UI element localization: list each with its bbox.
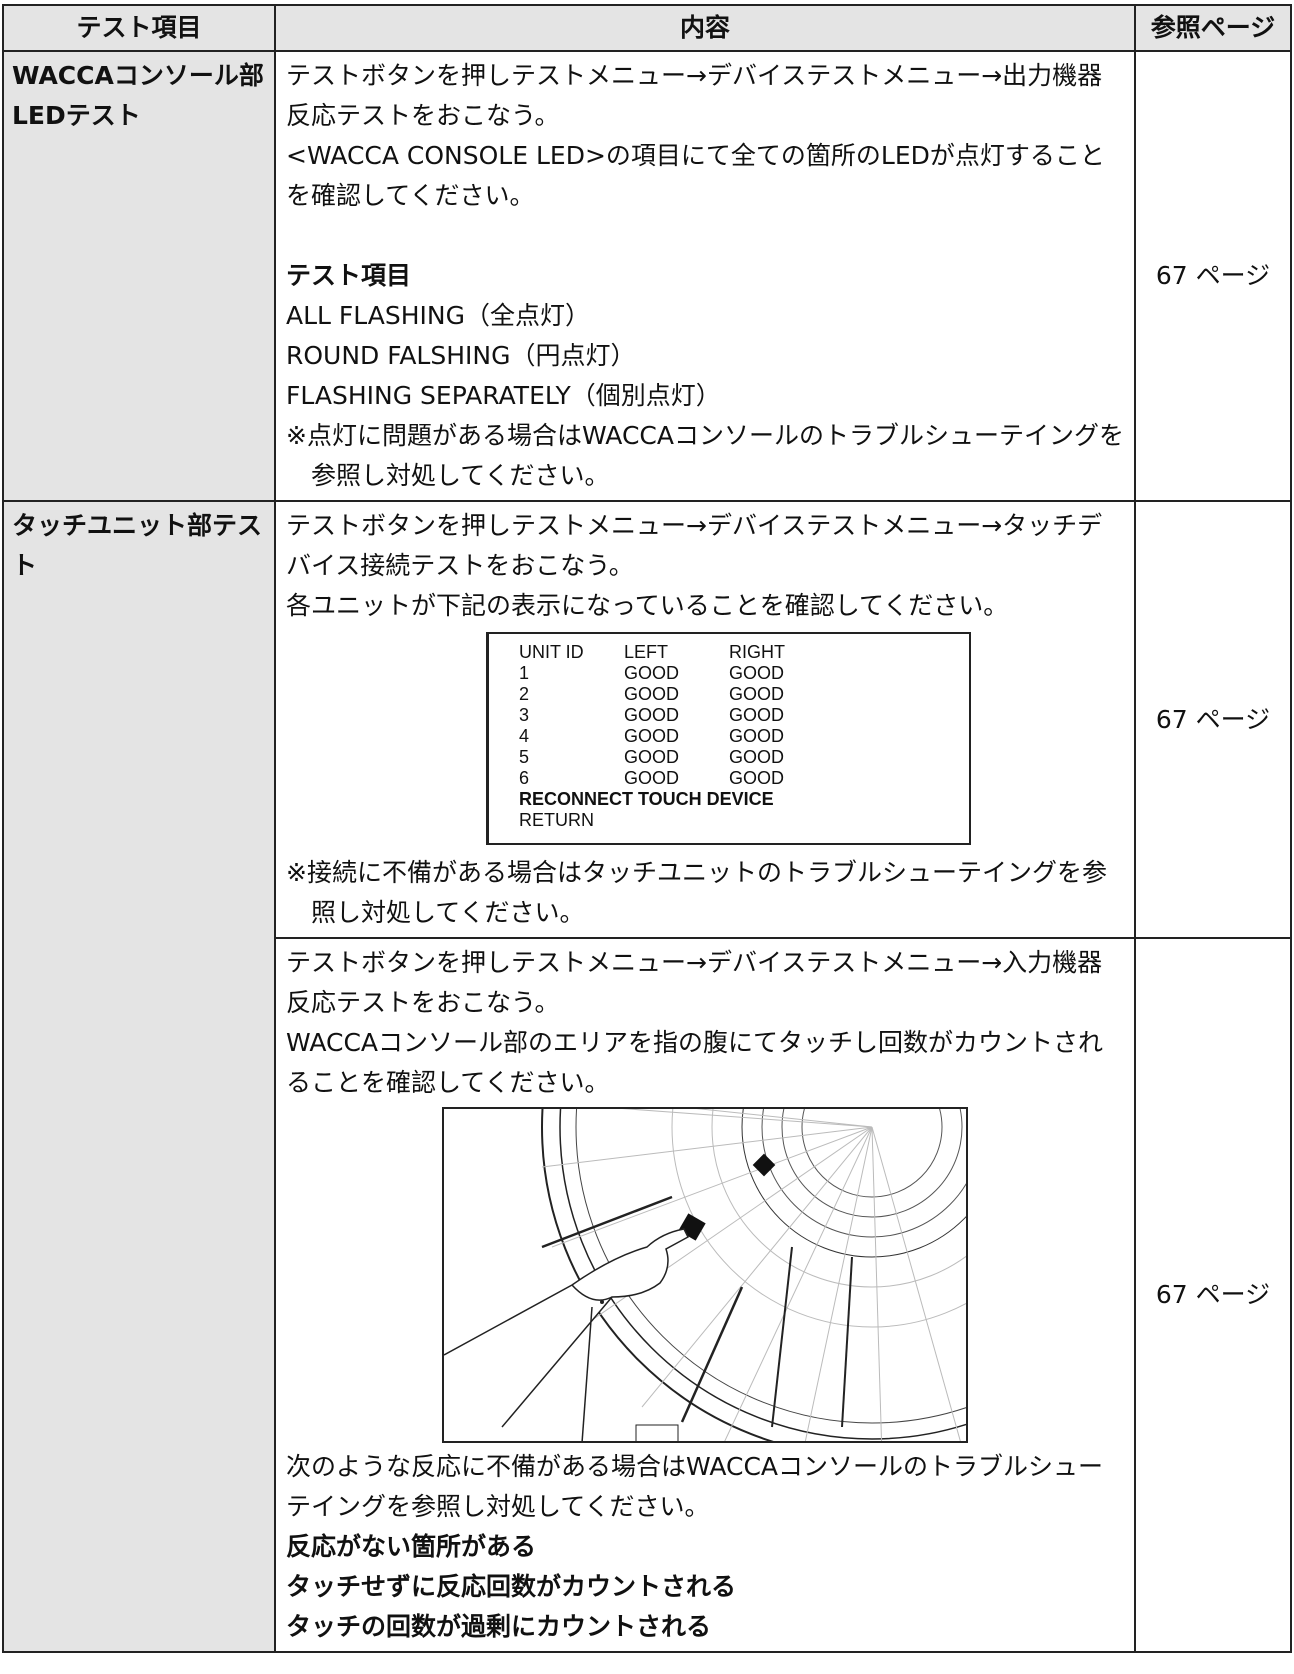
screen-cell: GOOD <box>624 768 680 788</box>
paragraph: テストボタンを押しテストメニュー→デバイステストメニュー→タッチデバイス接続テス… <box>286 511 1103 580</box>
paragraph: テストボタンを押しテストメニュー→デバイステストメニュー→出力機器反応テストをお… <box>286 61 1103 130</box>
screen-row: UNIT ID LEFT RIGHT <box>519 642 969 663</box>
screen-cell: GOOD <box>729 663 785 683</box>
screen-cell: 3 <box>519 705 530 725</box>
screen-cell: GOOD <box>729 684 785 704</box>
line: FLASHING SEPARATELY（個別点灯） <box>286 381 721 410</box>
screen-row: 6 GOOD GOOD <box>519 768 969 789</box>
screen-cell: GOOD <box>624 747 680 767</box>
paragraph: テストボタンを押しテストメニュー→デバイステストメニュー→入力機器反応テストをお… <box>286 948 1103 1017</box>
page-cell: 67 ページ <box>1134 500 1292 939</box>
item-cell: タッチユニット部テスト <box>2 500 276 1653</box>
page-cell: 67 ページ <box>1134 50 1292 502</box>
row: WACCAコンソール部LEDテスト テストボタンを押しテストメニュー→デバイステ… <box>2 50 1292 502</box>
screen-line: RECONNECT TOUCH DEVICE <box>519 789 774 809</box>
screen-cell: GOOD <box>729 747 785 767</box>
paragraph: <WACCA CONSOLE LED>の項目にて全ての箇所のLEDが点灯すること… <box>286 141 1105 210</box>
screen-line: RETURN <box>519 810 594 830</box>
screen-cell: 5 <box>519 747 530 767</box>
content-cell: テストボタンを押しテストメニュー→デバイステストメニュー→出力機器反応テストをお… <box>274 50 1136 502</box>
screen-row: 4 GOOD GOOD <box>519 726 969 747</box>
line: ALL FLASHING（全点灯） <box>286 301 591 330</box>
bold-line: タッチの回数が過剰にカウントされる <box>286 1612 712 1641</box>
paragraph: 各ユニットが下記の表示になっていることを確認してください。 <box>286 591 1009 620</box>
screen-cell: LEFT <box>624 642 669 662</box>
paragraph: 次のような反応に不備がある場合はWACCAコンソールのトラブルシューテイングを参… <box>286 1452 1104 1521</box>
heading: テスト項目 <box>286 261 412 290</box>
screen-row: 5 GOOD GOOD <box>519 747 969 768</box>
note: ※点灯に問題がある場合はWACCAコンソールのトラブルシューテイングを参照し対処… <box>286 421 1124 490</box>
screen-cell: UNIT ID <box>519 642 584 662</box>
bold-line: タッチせずに反応回数がカウントされる <box>286 1572 737 1601</box>
screen-cell: GOOD <box>624 663 680 683</box>
illustration <box>442 1107 968 1443</box>
screen-cell: 6 <box>519 768 530 788</box>
header-cell: 参照ページ <box>1134 4 1292 52</box>
screen-cell: 1 <box>519 663 530 683</box>
bold-line: 反応がない箇所がある <box>286 1532 537 1561</box>
screen-cell: 2 <box>519 684 530 704</box>
item-cell: WACCAコンソール部LEDテスト <box>2 50 276 502</box>
screen-display: UNIT ID LEFT RIGHT 1 GOOD GOOD 2 GOOD GOOD 3 GOOD G… <box>486 632 971 845</box>
screen-cell: GOOD <box>729 705 785 725</box>
content-cell: テストボタンを押しテストメニュー→デバイステストメニュー→タッチデバイス接続テス… <box>274 500 1136 939</box>
screen-row: 3 GOOD GOOD <box>519 705 969 726</box>
screen-cell: GOOD <box>729 726 785 746</box>
test-table: テスト項目 内容 参照ページ WACCAコンソール部LEDテスト テストボタンを… <box>2 4 1292 1653</box>
row: タッチユニット部テスト テストボタンを押しテストメニュー→デバイステストメニュー… <box>2 500 1292 1653</box>
row: テストボタンを押しテストメニュー→デバイステストメニュー→入力機器反応テストをお… <box>3 937 1292 1653</box>
page-cell: 67 ページ <box>1134 937 1292 1653</box>
screen-cell: RIGHT <box>729 642 785 662</box>
screen-row: 1 GOOD GOOD <box>519 663 969 684</box>
header-row: テスト項目 内容 参照ページ <box>2 4 1292 52</box>
screen-row: 2 GOOD GOOD <box>519 684 969 705</box>
screen-cell: GOOD <box>624 726 680 746</box>
paragraph: WACCAコンソール部のエリアを指の腹にてタッチし回数がカウントされることを確認… <box>286 1028 1104 1097</box>
header-cell: テスト項目 <box>2 4 276 52</box>
line: ROUND FALSHING（円点灯） <box>286 341 636 370</box>
header-cell: 内容 <box>274 4 1136 52</box>
note: ※接続に不備がある場合はタッチユニットのトラブルシューテイングを参照し対処してく… <box>286 858 1107 927</box>
screen-cell: GOOD <box>624 684 680 704</box>
screen-cell: GOOD <box>624 705 680 725</box>
screen-cell: GOOD <box>729 768 785 788</box>
screen-cell: 4 <box>519 726 530 746</box>
content-cell: テストボタンを押しテストメニュー→デバイステストメニュー→入力機器反応テストをお… <box>274 937 1136 1653</box>
